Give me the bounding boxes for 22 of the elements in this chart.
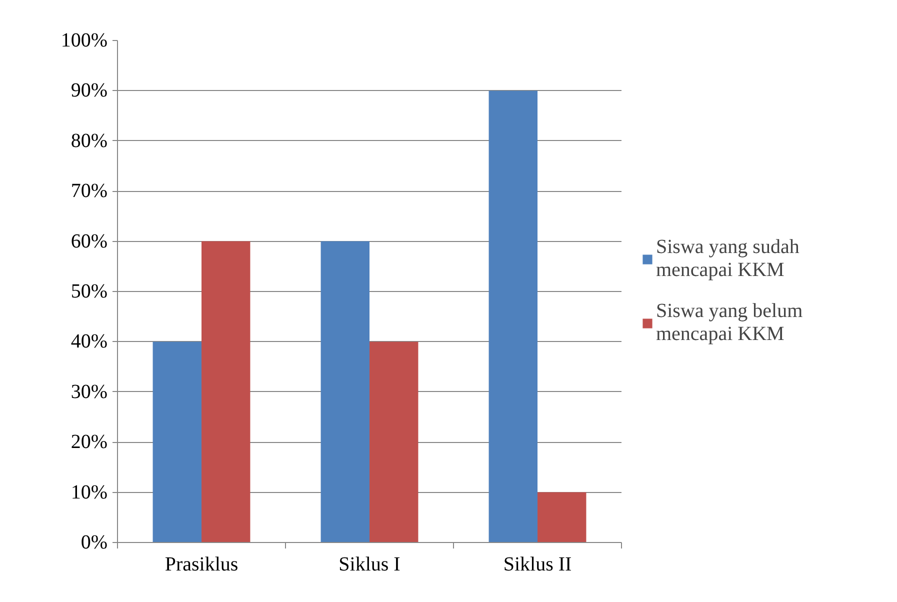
bar (152, 342, 202, 542)
y-tick-label: 20% (70, 431, 108, 454)
bar (370, 342, 418, 542)
legend-label: Siswa yang sudah mencapai KKM (656, 236, 800, 282)
y-tick-label: 30% (70, 380, 108, 403)
y-tick-label: 100% (60, 30, 108, 52)
y-tick-label: 90% (70, 80, 108, 102)
bar (538, 492, 586, 542)
x-tick-label: Prasiklus (164, 554, 238, 576)
bar (202, 241, 250, 542)
y-tick-label: 70% (70, 180, 108, 202)
bar (320, 241, 370, 542)
y-tick-label: 80% (70, 130, 108, 152)
y-tick-label: 10% (70, 481, 108, 504)
y-tick-label: 40% (70, 330, 108, 353)
y-tick-label: 50% (70, 280, 108, 302)
x-tick-label: Siklus I (338, 554, 400, 576)
y-tick-label: 0% (80, 532, 108, 554)
x-tick-label: Siklus II (503, 554, 572, 576)
legend-label: Siswa yang belum mencapai KKM (656, 300, 803, 346)
bar (488, 90, 538, 542)
y-tick-label: 60% (70, 230, 108, 252)
